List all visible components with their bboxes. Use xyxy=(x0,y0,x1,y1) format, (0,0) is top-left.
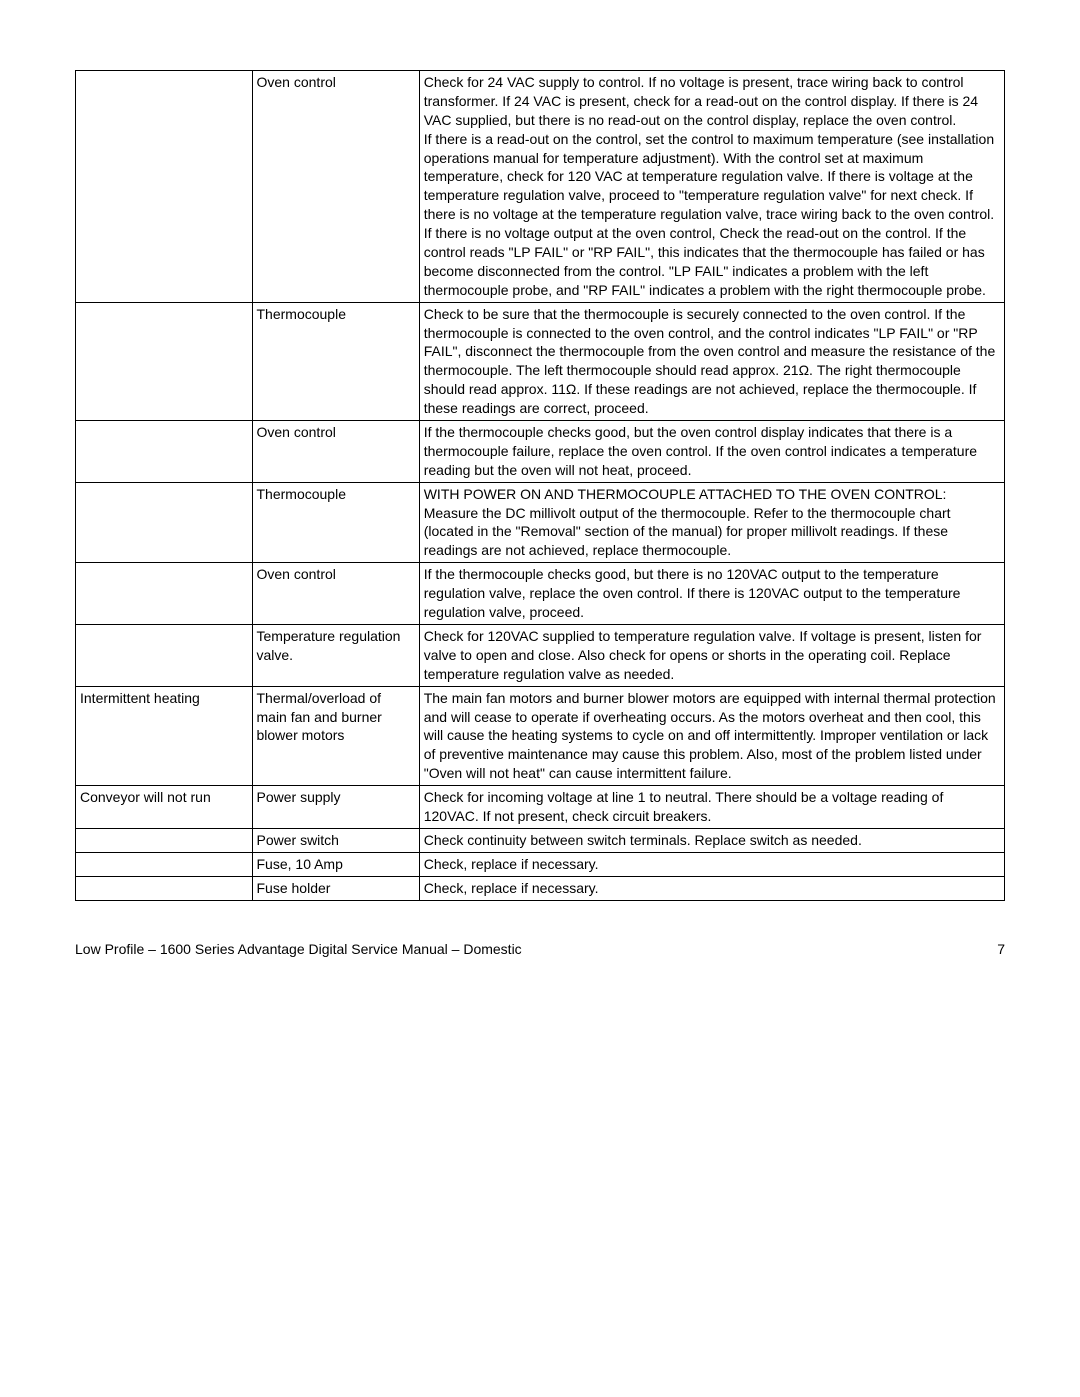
cause-cell: Temperature regulation valve. xyxy=(252,624,419,686)
table-row: Power switchCheck continuity between swi… xyxy=(76,828,1005,852)
symptom-cell xyxy=(76,563,253,625)
symptom-cell xyxy=(76,852,253,876)
page-number: 7 xyxy=(997,941,1005,957)
table-row: ThermocoupleCheck to be sure that the th… xyxy=(76,302,1005,420)
table-row: Oven controlCheck for 24 VAC supply to c… xyxy=(76,71,1005,303)
correction-cell: The main fan motors and burner blower mo… xyxy=(419,686,1004,785)
symptom-cell: Intermittent heating xyxy=(76,686,253,785)
cause-cell: Thermal/overload of main fan and burner … xyxy=(252,686,419,785)
cause-cell: Thermocouple xyxy=(252,482,419,563)
cause-cell: Oven control xyxy=(252,71,419,303)
cause-cell: Fuse, 10 Amp xyxy=(252,852,419,876)
symptom-cell xyxy=(76,421,253,483)
page-footer: Low Profile – 1600 Series Advantage Digi… xyxy=(75,941,1005,957)
correction-cell: Check continuity between switch terminal… xyxy=(419,828,1004,852)
table-row: Oven controlIf the thermocouple checks g… xyxy=(76,563,1005,625)
cause-cell: Thermocouple xyxy=(252,302,419,420)
cause-cell: Power switch xyxy=(252,828,419,852)
correction-cell: Check for 120VAC supplied to temperature… xyxy=(419,624,1004,686)
symptom-cell: Conveyor will not run xyxy=(76,786,253,829)
correction-cell: Check, replace if necessary. xyxy=(419,852,1004,876)
cause-cell: Oven control xyxy=(252,421,419,483)
symptom-cell xyxy=(76,71,253,303)
correction-cell: WITH POWER ON AND THERMOCOUPLE ATTACHED … xyxy=(419,482,1004,563)
table-row: Intermittent heatingThermal/overload of … xyxy=(76,686,1005,785)
troubleshooting-table: Oven controlCheck for 24 VAC supply to c… xyxy=(75,70,1005,901)
correction-cell: Check, replace if necessary. xyxy=(419,876,1004,900)
table-row: ThermocoupleWITH POWER ON AND THERMOCOUP… xyxy=(76,482,1005,563)
correction-cell: Check for incoming voltage at line 1 to … xyxy=(419,786,1004,829)
cause-cell: Oven control xyxy=(252,563,419,625)
footer-title: Low Profile – 1600 Series Advantage Digi… xyxy=(75,941,522,957)
correction-cell: Check for 24 VAC supply to control. If n… xyxy=(419,71,1004,303)
table-row: Oven controlIf the thermocouple checks g… xyxy=(76,421,1005,483)
symptom-cell xyxy=(76,624,253,686)
symptom-cell xyxy=(76,482,253,563)
symptom-cell xyxy=(76,828,253,852)
cause-cell: Power supply xyxy=(252,786,419,829)
table-row: Conveyor will not runPower supplyCheck f… xyxy=(76,786,1005,829)
correction-cell: If the thermocouple checks good, but the… xyxy=(419,563,1004,625)
cause-cell: Fuse holder xyxy=(252,876,419,900)
table-row: Fuse, 10 AmpCheck, replace if necessary. xyxy=(76,852,1005,876)
correction-cell: If the thermocouple checks good, but the… xyxy=(419,421,1004,483)
symptom-cell xyxy=(76,876,253,900)
table-row: Temperature regulation valve.Check for 1… xyxy=(76,624,1005,686)
correction-cell: Check to be sure that the thermocouple i… xyxy=(419,302,1004,420)
table-row: Fuse holderCheck, replace if necessary. xyxy=(76,876,1005,900)
symptom-cell xyxy=(76,302,253,420)
